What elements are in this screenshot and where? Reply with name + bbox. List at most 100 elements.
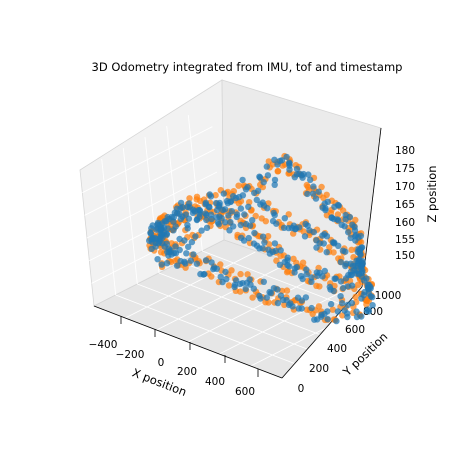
data-point — [323, 233, 331, 240]
data-point — [354, 281, 362, 288]
data-point — [244, 183, 251, 191]
data-point — [322, 206, 329, 214]
data-point — [369, 302, 376, 309]
data-point — [346, 213, 354, 221]
data-point — [265, 158, 272, 165]
y-tick-label: 0 — [298, 383, 305, 395]
x-ticks: −400 −200 0 200 400 600 — [89, 316, 259, 398]
data-point — [271, 240, 279, 247]
data-point — [333, 317, 340, 325]
data-point — [273, 220, 280, 227]
data-point — [271, 181, 278, 188]
data-point — [274, 299, 282, 307]
data-point — [219, 278, 226, 286]
data-point — [315, 188, 322, 195]
data-point — [193, 216, 201, 224]
data-point — [215, 221, 222, 228]
data-point — [225, 282, 233, 289]
data-point — [303, 266, 310, 273]
data-point — [358, 265, 365, 273]
data-point — [230, 193, 237, 200]
data-point — [203, 216, 210, 224]
data-point — [172, 243, 179, 250]
data-point — [342, 275, 350, 282]
data-point — [230, 188, 237, 195]
data-point — [337, 258, 345, 266]
data-point — [345, 229, 352, 236]
data-point — [283, 153, 290, 161]
data-point — [363, 307, 370, 315]
data-point — [235, 182, 242, 189]
data-point — [252, 212, 259, 220]
data-point — [308, 304, 315, 312]
data-point — [307, 176, 314, 183]
data-point — [337, 293, 344, 300]
y-tick-label: 1000 — [375, 290, 402, 302]
z-tick-label: 150 — [395, 250, 415, 262]
data-point — [231, 283, 238, 291]
data-point — [197, 270, 204, 278]
data-point — [185, 215, 193, 222]
data-point — [148, 225, 155, 232]
data-point — [338, 221, 345, 228]
data-point — [318, 183, 325, 191]
data-point — [233, 213, 240, 221]
data-point — [294, 294, 302, 301]
z-tick-label: 165 — [395, 199, 415, 211]
data-point — [213, 214, 220, 221]
data-point — [196, 207, 204, 215]
data-point — [227, 218, 234, 226]
data-point — [207, 193, 215, 200]
data-point — [245, 203, 252, 210]
data-point — [256, 292, 263, 300]
data-point — [213, 206, 221, 214]
data-point — [219, 206, 226, 214]
data-point — [243, 220, 250, 228]
data-point — [241, 211, 248, 218]
data-point — [183, 250, 190, 257]
data-point — [176, 235, 183, 243]
data-point — [244, 271, 251, 278]
data-point — [251, 229, 258, 237]
data-point — [263, 294, 270, 301]
data-point — [348, 246, 355, 253]
data-point — [263, 163, 270, 170]
data-point — [353, 313, 361, 321]
y-axis-label: Y position — [339, 330, 390, 380]
data-point — [313, 282, 320, 289]
data-point — [210, 265, 217, 273]
data-point — [148, 245, 155, 252]
data-point — [217, 273, 224, 280]
data-point — [276, 261, 284, 268]
series-1-points — [146, 153, 376, 325]
data-point — [207, 211, 215, 218]
data-point — [216, 202, 223, 209]
data-point — [296, 224, 303, 231]
data-point — [173, 262, 181, 269]
data-point — [290, 255, 297, 262]
x-axis-line — [93, 305, 283, 379]
chart-title: 3D Odometry integrated from IMU, tof and… — [92, 60, 403, 74]
data-point — [341, 307, 348, 314]
data-point — [313, 269, 320, 276]
data-point — [193, 260, 201, 267]
data-point — [242, 285, 249, 292]
y-ticks: 0 200 400 600 800 1000 — [298, 290, 402, 395]
x-tick-label: 200 — [177, 366, 197, 378]
data-point — [271, 211, 278, 219]
x-tick-label: 0 — [158, 357, 165, 369]
data-point — [352, 293, 359, 301]
data-point — [305, 171, 312, 178]
data-point — [188, 238, 196, 246]
data-point — [177, 205, 184, 212]
data-point — [293, 165, 301, 173]
data-point — [281, 258, 288, 266]
data-point — [308, 278, 315, 285]
data-point — [259, 233, 267, 240]
data-point — [208, 259, 215, 266]
data-point — [227, 198, 234, 206]
data-point — [351, 266, 358, 274]
x-tick-label: 400 — [205, 376, 225, 388]
data-point — [335, 242, 342, 249]
data-point — [357, 232, 365, 240]
